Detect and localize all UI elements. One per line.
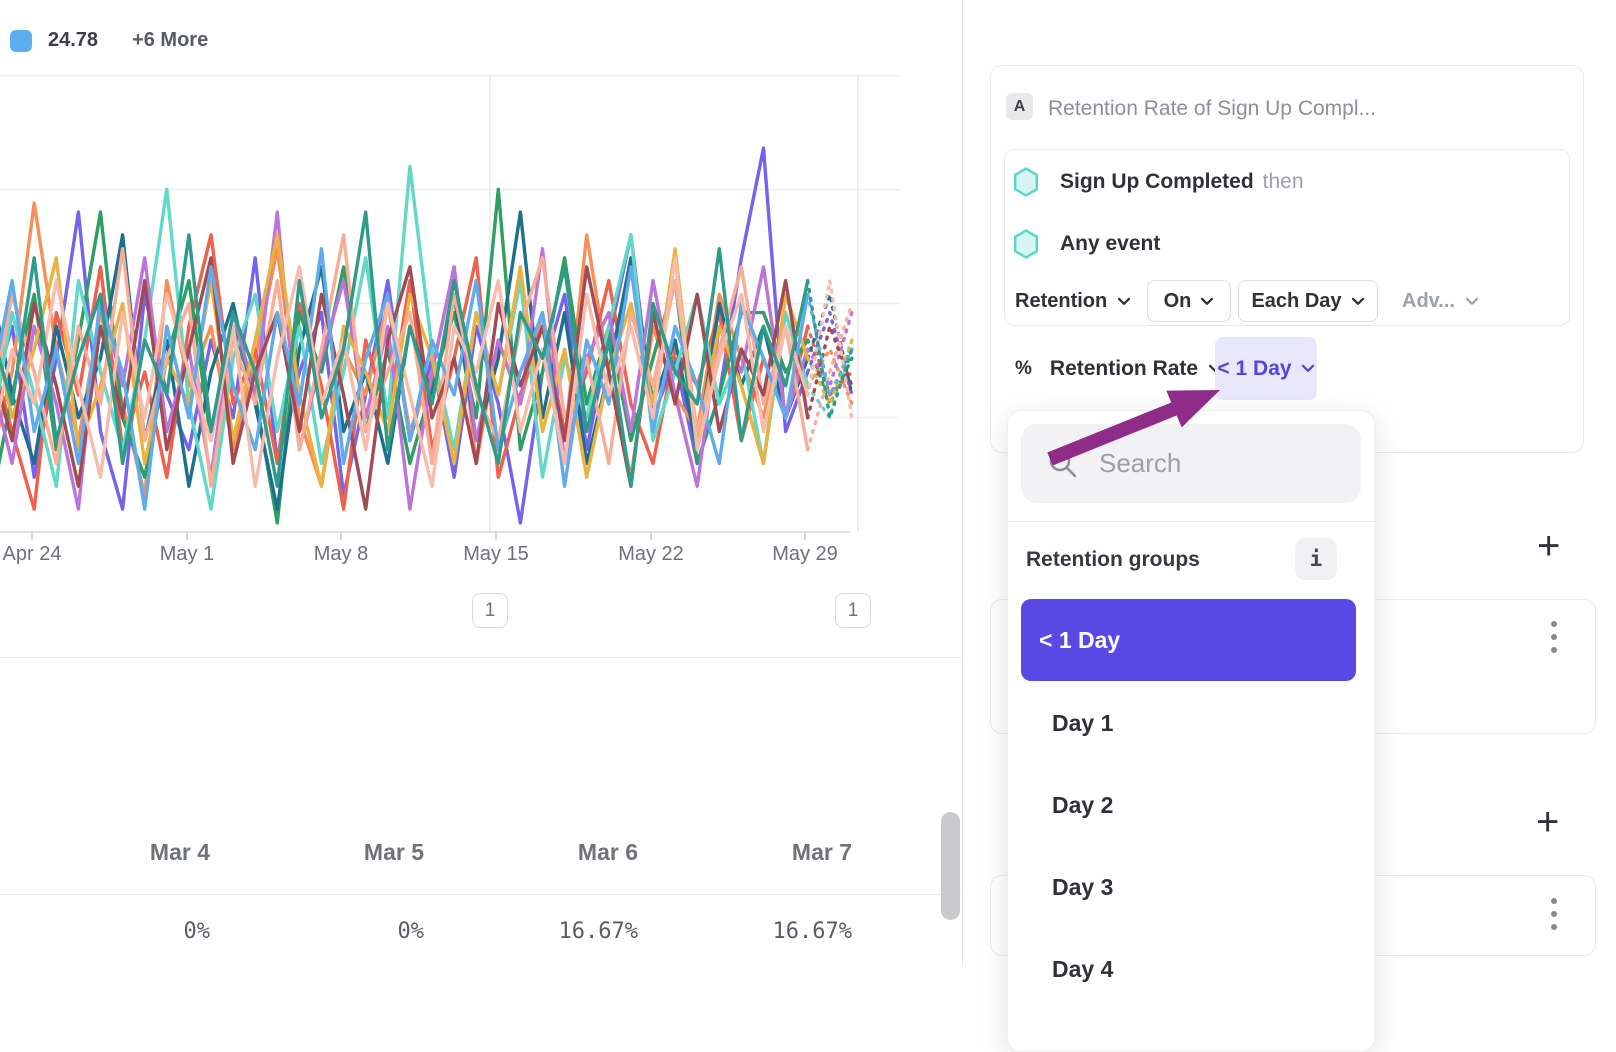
table-divider <box>0 894 962 895</box>
annotation-badge-2[interactable]: 1 <box>835 593 871 628</box>
dropdown-item-day-4[interactable]: Day 4 <box>1021 928 1356 1010</box>
chart-legend[interactable]: 24.78 +6 More <box>10 29 208 52</box>
chart-series-lines <box>0 146 854 525</box>
event-hexagon-icon <box>1014 167 1038 197</box>
advanced-dropdown-label: Adv... <box>1402 289 1455 312</box>
section-divider <box>0 657 962 658</box>
dropdown-item-day-2[interactable]: Day 2 <box>1021 764 1356 846</box>
search-field[interactable] <box>1021 424 1361 503</box>
retention-dropdown[interactable]: Retention <box>1015 280 1131 322</box>
interval-dropdown[interactable]: < 1 Day <box>1215 337 1317 400</box>
table-cell: 0% <box>397 919 425 944</box>
x-tick-may29: May 29 <box>772 543 838 565</box>
event-suffix-then: then <box>1262 170 1304 193</box>
chevron-down-icon <box>1118 297 1131 305</box>
x-tick-may15: May 15 <box>463 543 529 565</box>
table-header: Mar 7 <box>791 839 852 865</box>
dropdown-item-label: < 1 Day <box>1039 626 1121 653</box>
legend-series-value[interactable]: 24.78 <box>48 29 99 51</box>
chevron-down-icon <box>1201 297 1214 305</box>
on-dropdown[interactable]: On <box>1147 280 1231 322</box>
retention-dropdown-label[interactable]: Retention <box>1015 289 1108 312</box>
metric-badge-a: A <box>1006 93 1033 120</box>
event-name[interactable]: Any event <box>1060 232 1161 255</box>
x-tick-apr24: Apr 24 <box>2 543 62 565</box>
on-dropdown-label: On <box>1163 289 1192 312</box>
x-tick-may8: May 8 <box>313 543 369 565</box>
table-cell: 16.67% <box>558 919 638 944</box>
info-icon[interactable]: i <box>1295 538 1337 580</box>
more-options-icon[interactable] <box>1551 898 1557 930</box>
interval-dropdown-label: < 1 Day <box>1217 356 1292 380</box>
table-header-row: Mar 4 Mar 5 Mar 6 Mar 7 <box>10 839 852 866</box>
dropdown-item-day-3[interactable]: Day 3 <box>1021 846 1356 928</box>
table-cell: 16.67% <box>772 919 852 944</box>
dropdown-item-label: Day 4 <box>1052 955 1114 982</box>
chevron-down-icon <box>1351 297 1364 305</box>
search-icon <box>1049 450 1077 477</box>
retention-lines[interactable] <box>0 75 910 545</box>
dropdown-item-lt-1-day[interactable]: < 1 Day <box>1021 599 1356 681</box>
dropdown-item-label: Day 2 <box>1052 791 1114 818</box>
event-row-1[interactable]: Sign Up Completed then <box>1012 164 1304 200</box>
each-day-dropdown-label: Each Day <box>1251 289 1342 312</box>
retention-rate-dropdown[interactable]: Retention Rate <box>1050 357 1222 381</box>
advanced-dropdown[interactable]: Adv... <box>1402 280 1479 322</box>
event-row-2[interactable]: Any event <box>1012 226 1160 262</box>
table-cell: 0% <box>183 919 211 944</box>
metric-card-title[interactable]: Retention Rate of Sign Up Compl... <box>1048 97 1377 120</box>
dropdown-item-label: Day 3 <box>1052 873 1114 900</box>
vertical-scrollbar[interactable] <box>941 812 960 920</box>
annotation-badge-1[interactable]: 1 <box>472 593 508 628</box>
retention-groups-label: Retention groups <box>1026 548 1200 571</box>
add-metric-button[interactable]: + <box>1536 800 1560 844</box>
chevron-down-icon <box>1465 297 1479 305</box>
dropdown-divider <box>1008 521 1374 522</box>
x-tick-may1: May 1 <box>159 543 215 565</box>
percent-icon: % <box>1015 357 1032 379</box>
measure-row: % Retention Rate <box>1015 337 1222 400</box>
legend-swatch[interactable] <box>10 29 32 52</box>
legend-more-series[interactable]: +6 More <box>132 29 209 51</box>
table-value-row: 0% 0% 16.67% 16.67% <box>10 919 853 944</box>
dropdown-item-label: Day 1 <box>1052 709 1114 736</box>
x-tick-may22: May 22 <box>618 543 684 565</box>
table-header: Mar 6 <box>577 839 638 865</box>
more-options-icon[interactable] <box>1551 621 1557 653</box>
event-name[interactable]: Sign Up Completed <box>1060 170 1254 193</box>
dropdown-item-day-1[interactable]: Day 1 <box>1021 682 1356 764</box>
table-header: Mar 5 <box>363 839 424 865</box>
retention-group-dropdown-panel: Retention groups i < 1 Day Day 1 Day 2 D… <box>1007 410 1375 1052</box>
each-day-dropdown[interactable]: Each Day <box>1238 280 1378 322</box>
chevron-down-icon <box>1301 364 1314 372</box>
search-input[interactable] <box>1097 447 1331 480</box>
event-hexagon-icon <box>1014 229 1038 259</box>
table-header: Mar 4 <box>149 839 210 865</box>
retention-rate-label: Retention Rate <box>1049 356 1199 380</box>
add-metric-button[interactable]: + <box>1537 524 1561 568</box>
panel-divider <box>962 0 963 966</box>
